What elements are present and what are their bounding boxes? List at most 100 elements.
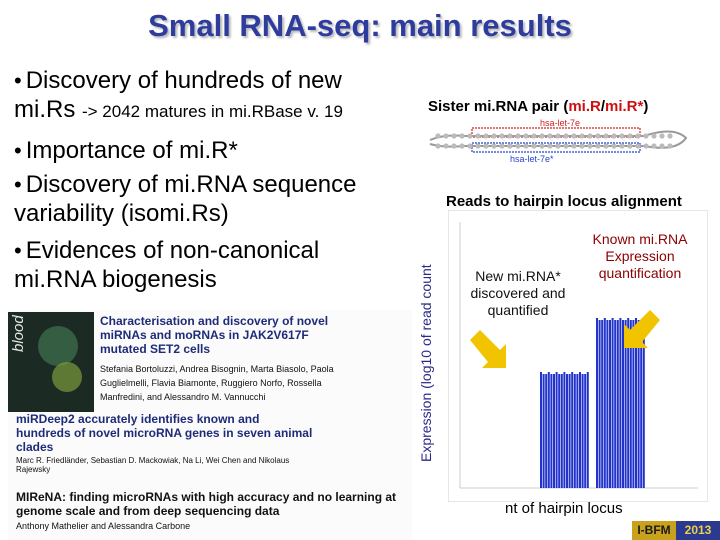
hairpin-bead: [587, 143, 593, 149]
hairpin-bead: [491, 143, 497, 149]
read-bars: [540, 318, 645, 488]
bullet-3: • Discovery of mi.RNA sequence variabilit…: [14, 170, 357, 228]
paper-2-title: miRDeep2 accurately identifies known and…: [16, 412, 313, 454]
paper-3-authors: Anthony Mathelier and Alessandra Carbone: [16, 521, 191, 531]
read-bar-mature: [603, 318, 606, 488]
hairpin-bead: [531, 133, 537, 139]
hairpin-bead: [507, 133, 513, 139]
hairpin-bead: [619, 133, 625, 139]
read-bar-mature: [640, 320, 643, 488]
sister-sep: /: [600, 98, 605, 115]
read-bar-mature: [637, 320, 640, 488]
sister-mir: mi.R: [568, 98, 601, 115]
read-bar-mature: [596, 318, 598, 488]
hairpin-bead: [499, 133, 505, 139]
paper-3: MIReNA: finding microRNAs with high accu…: [16, 490, 406, 531]
hairpin-bead: [507, 143, 513, 149]
hairpin-bead: [579, 133, 585, 139]
hairpin-bead: [523, 133, 529, 139]
hairpin-bead: [515, 133, 521, 139]
bullet-4: • Evidences of non-canonical mi.RNA bioge…: [14, 236, 319, 294]
read-bar-star: [581, 374, 584, 488]
hairpin-bead: [443, 133, 449, 139]
hairpin-bead: [531, 143, 537, 149]
hairpin-bead: [467, 133, 473, 139]
read-bar-star: [586, 372, 589, 488]
read-bar-mature: [611, 318, 614, 488]
hairpin-bead: [579, 143, 585, 149]
hairpin-bead: [603, 143, 609, 149]
sister-prefix: Sister mi.RNA pair (: [428, 98, 569, 115]
hairpin-diagram: hsa-let-7e hsa-let-7e*: [429, 118, 688, 164]
hairpin-bead: [635, 143, 641, 149]
read-bar-mature: [619, 318, 622, 488]
hairpin-bead: [595, 133, 601, 139]
read-bar-star: [545, 374, 548, 488]
read-bar-mature: [601, 320, 604, 488]
read-bar-star: [553, 374, 555, 488]
read-bar-mature: [629, 320, 632, 488]
hairpin-label-bottom: hsa-let-7e*: [510, 154, 554, 164]
hairpin-bead: [627, 143, 633, 149]
hairpin-bead: [515, 143, 521, 149]
read-bar-star: [558, 374, 561, 488]
reads-alignment-title: Reads to hairpin locus alignment: [446, 193, 682, 210]
arrow-known: [624, 310, 660, 348]
hairpin-bead: [451, 143, 457, 149]
read-bar-star: [542, 374, 545, 488]
read-bar-star: [547, 372, 550, 488]
read-bar-mature: [606, 320, 609, 488]
known-mirna-label: Known mi.RNA Expression quantification: [592, 231, 688, 281]
read-bar-mature: [598, 320, 601, 488]
hairpin-bead: [555, 143, 561, 149]
read-bar-mature: [632, 320, 635, 488]
slide-title: Small RNA-seq: main results: [148, 8, 572, 43]
read-bar-star: [571, 372, 574, 488]
read-bar-star: [579, 372, 581, 488]
bullet-4-line-1: Evidences of non-canonical: [25, 237, 320, 264]
hairpin-bead: [475, 143, 481, 149]
read-bar-star: [568, 374, 571, 488]
hairpin-bead: [563, 143, 569, 149]
paper-1: Characterisation and discovery of novel …: [100, 314, 346, 404]
bullet-3-line-1: Discovery of mi.RNA sequence: [25, 171, 357, 198]
sister-suffix: ): [643, 98, 649, 115]
paper-3-title: MIReNA: finding microRNAs with high accu…: [16, 490, 397, 518]
x-axis-label: nt of hairpin locus: [505, 500, 623, 517]
journal-cover-word: blood: [10, 315, 27, 352]
bullet-dot: •: [14, 68, 22, 93]
hairpin-bead: [435, 143, 441, 149]
hairpin-bead: [667, 143, 673, 149]
hairpin-bead: [595, 143, 601, 149]
hairpin-bead: [659, 133, 665, 139]
read-bar-star: [550, 374, 553, 488]
read-bar-mature: [642, 318, 645, 488]
paper-1-authors: Stefania Bortoluzzi, Andrea Bisognin, Ma…: [100, 364, 334, 402]
badge-year: 2013: [676, 521, 720, 540]
read-bar-mature: [635, 318, 637, 488]
hairpin-bead: [643, 133, 649, 139]
hairpin-bead: [459, 143, 465, 149]
hairpin-bead: [443, 143, 449, 149]
read-bar-star: [576, 374, 579, 488]
read-bar-star: [540, 372, 542, 488]
read-bar-mature: [627, 318, 630, 488]
hairpin-bead: [651, 143, 657, 149]
hairpin-bead: [619, 143, 625, 149]
hairpin-bead: [435, 133, 441, 139]
bullet-dot: •: [14, 172, 22, 197]
bullet-1-detail: -> 2042 matures in mi.RBase v. 19: [82, 102, 343, 121]
y-axis-label: Expression (log10 of read count: [418, 264, 434, 462]
sister-mirstar: mi.R*: [605, 98, 644, 115]
hairpin-bead: [667, 133, 673, 139]
read-bar-star: [560, 374, 563, 488]
paper-1-title: Characterisation and discovery of novel …: [100, 314, 329, 356]
hairpin-bead: [611, 143, 617, 149]
alignment-plot-svg: [459, 222, 698, 489]
bullet-3-line-2: variability (isomi.Rs): [14, 200, 229, 227]
hairpin-bead: [499, 143, 505, 149]
hairpin-bead: [611, 133, 617, 139]
hairpin-bead: [563, 133, 569, 139]
read-bar-star: [566, 374, 568, 488]
read-bar-mature: [616, 320, 619, 488]
